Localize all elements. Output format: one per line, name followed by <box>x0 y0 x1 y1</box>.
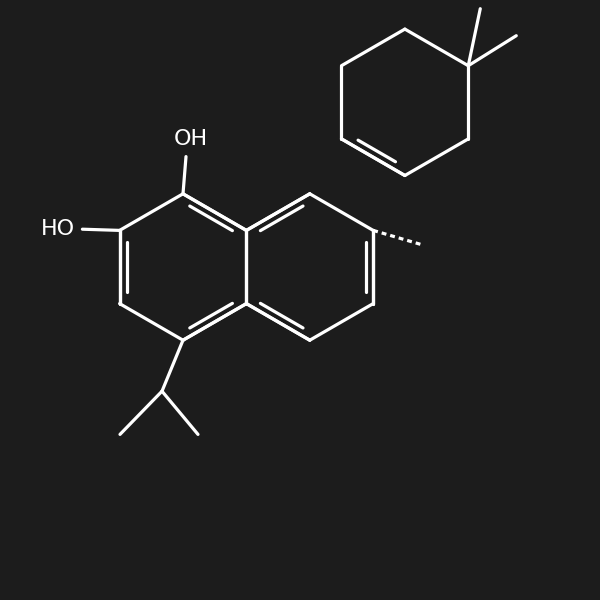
Text: OH: OH <box>174 129 208 149</box>
Text: HO: HO <box>41 219 75 239</box>
